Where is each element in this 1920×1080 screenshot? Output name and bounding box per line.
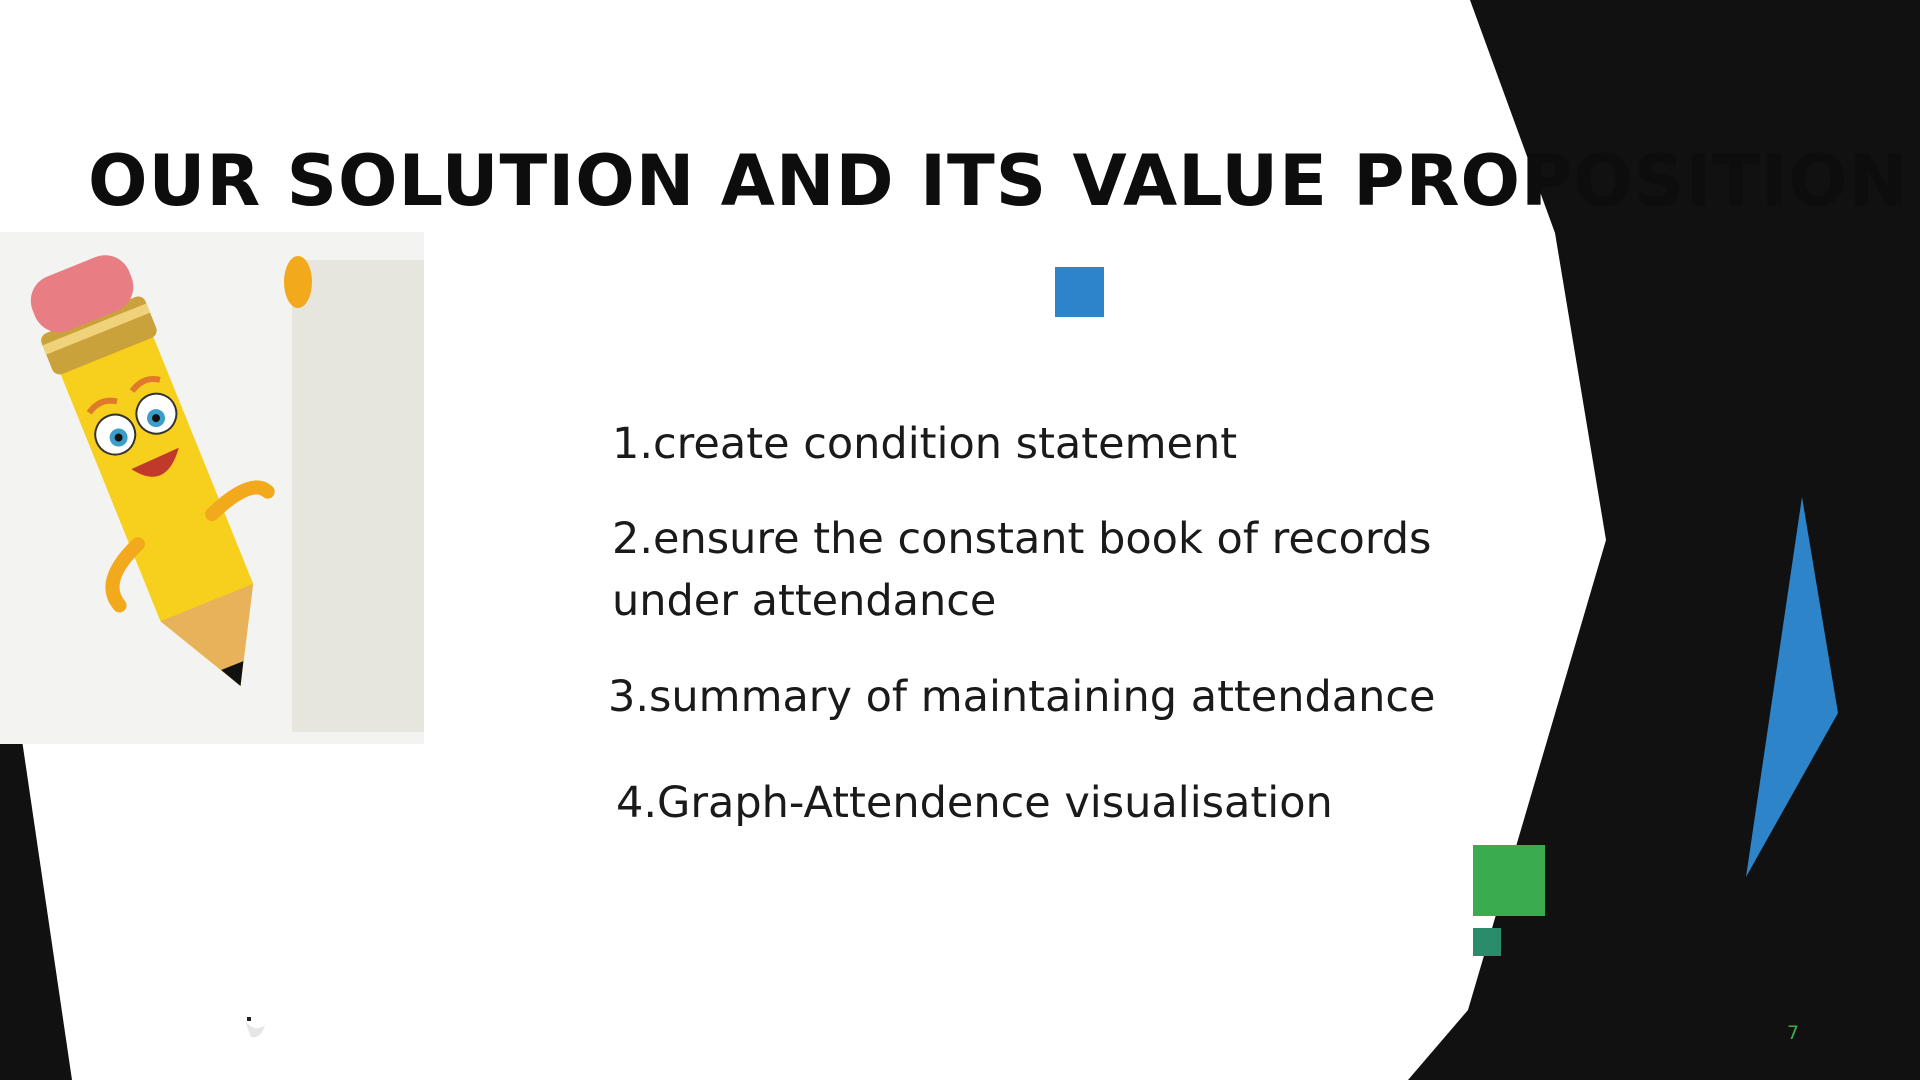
list-item-2: 2.ensure the constant book of records <box>612 514 1432 564</box>
page-number: 7 <box>1787 1022 1800 1044</box>
green-square-shape <box>1473 845 1545 916</box>
right-dark-shape <box>1408 0 1920 1080</box>
left-dark-shape <box>0 740 72 1080</box>
list-item-1: 1.create condition statement <box>612 419 1238 469</box>
list-item-3: 3.summary of maintaining attendance <box>608 672 1436 722</box>
blue-triangle-shape <box>1746 497 1838 877</box>
cartoon-pencil-icon <box>30 255 424 732</box>
list-item-2-continued: under attendance <box>612 576 997 626</box>
pencil-illustration <box>0 232 424 744</box>
teal-square-shape <box>1473 928 1501 956</box>
blue-square-shape <box>1055 267 1104 317</box>
list-item-4: 4.Graph-Attendence visualisation <box>616 778 1333 828</box>
smudge-mark <box>245 1017 265 1038</box>
slide-title: OUR SOLUTION AND ITS VALUE PROPOSITION <box>88 140 1909 222</box>
